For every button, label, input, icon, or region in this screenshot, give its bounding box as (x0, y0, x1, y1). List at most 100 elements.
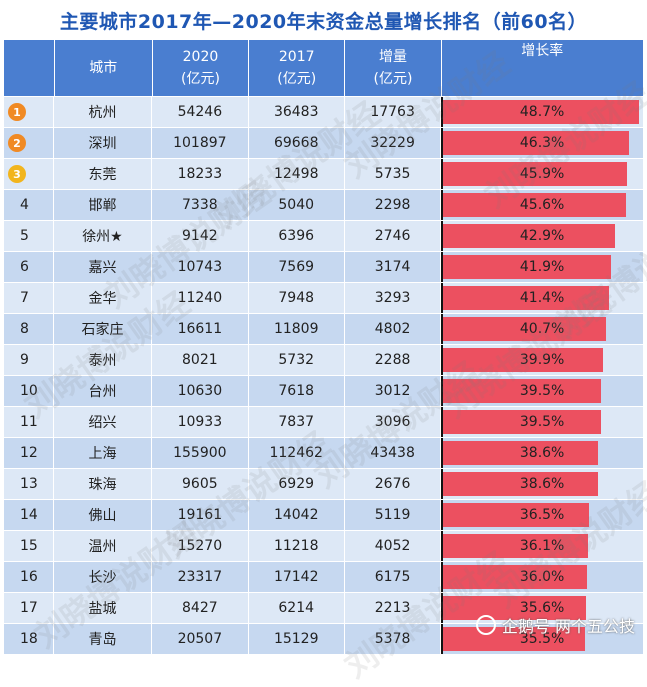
rank-number: 14 (20, 507, 38, 523)
table-row: 15 温州 15270 11218 4052 36.1% (4, 530, 643, 561)
rank-cell: 12 (4, 438, 54, 468)
increase-cell: 4052 (345, 531, 442, 561)
value-2020-cell: 11240 (152, 283, 249, 313)
rank-cell: 16 (4, 562, 54, 592)
growth-rate-label: 45.9% (519, 166, 565, 182)
header-growth: 增长率 (442, 40, 643, 96)
value-2017-cell: 12498 (249, 159, 345, 189)
rank-cell: 7 (4, 283, 54, 313)
value-2020-cell: 20507 (152, 624, 249, 654)
rank-cell: 6 (4, 252, 54, 282)
city-cell: 深圳 (54, 128, 153, 158)
city-cell: 长沙 (54, 562, 153, 592)
growth-bar (441, 596, 587, 620)
value-2020-cell: 7338 (152, 190, 249, 220)
growth-bar (441, 286, 610, 310)
growth-bar (441, 379, 602, 403)
table-row: 9 泰州 8021 5732 2288 39.9% (4, 344, 643, 375)
bar-axis-line (441, 345, 444, 375)
header-2017-unit: (亿元) (277, 71, 317, 87)
city-cell: 珠海 (54, 469, 153, 499)
increase-cell: 3293 (345, 283, 442, 313)
growth-cell: 45.9% (441, 159, 643, 189)
growth-bar (441, 534, 589, 558)
bar-axis-line (441, 562, 444, 592)
value-2020-cell: 10743 (152, 252, 249, 282)
header-increase: 增量 (亿元) (345, 40, 442, 96)
growth-cell: 38.6% (441, 438, 643, 468)
growth-bar (441, 131, 630, 155)
increase-cell: 5119 (345, 500, 442, 530)
growth-bar (441, 441, 599, 465)
table-row: 8 石家庄 16611 11809 4802 40.7% (4, 313, 643, 344)
bar-axis-line (441, 531, 444, 561)
growth-cell: 40.7% (441, 314, 643, 344)
rank-cell: 14 (4, 500, 54, 530)
growth-rate-label: 35.6% (519, 600, 565, 616)
value-2017-cell: 7837 (249, 407, 345, 437)
growth-rate-label: 42.9% (519, 228, 565, 244)
table-row: 7 金华 11240 7948 3293 41.4% (4, 282, 643, 313)
rank-cell: 9 (4, 345, 54, 375)
value-2020-cell: 155900 (152, 438, 249, 468)
rank-cell: 4 (4, 190, 54, 220)
city-cell: 东莞 (54, 159, 153, 189)
value-2017-cell: 17142 (249, 562, 345, 592)
city-cell: 嘉兴 (54, 252, 153, 282)
table-row: 11 绍兴 10933 7837 3096 39.5% (4, 406, 643, 437)
city-cell: 佛山 (54, 500, 153, 530)
page-title: 主要城市2017年—2020年末资金总量增长排名（前60名） (0, 0, 647, 40)
city-cell: 杭州 (54, 97, 153, 127)
increase-cell: 32229 (345, 128, 442, 158)
value-2017-cell: 7569 (249, 252, 345, 282)
bar-axis-line (441, 593, 444, 623)
rank-number: 13 (20, 476, 38, 492)
table-row: 12 上海 155900 112462 43438 38.6% (4, 437, 643, 468)
growth-rate-label: 41.4% (519, 290, 565, 306)
value-2020-cell: 9142 (152, 221, 249, 251)
value-2017-cell: 7618 (249, 376, 345, 406)
rank-number: 16 (20, 569, 38, 585)
value-2017-cell: 36483 (249, 97, 345, 127)
table-row: 6 嘉兴 10743 7569 3174 41.9% (4, 251, 643, 282)
value-2020-cell: 16611 (152, 314, 249, 344)
header-2020-label: 2020 (182, 49, 219, 65)
increase-cell: 2213 (345, 593, 442, 623)
table-row: 5 徐州★ 9142 6396 2746 42.9% (4, 220, 643, 251)
header-increase-unit: (亿元) (373, 71, 413, 87)
table-body: 1 杭州 54246 36483 17763 48.7% 2 深圳 101897 69668 322… (4, 96, 643, 654)
growth-cell: 35.6% (441, 593, 643, 623)
growth-bar (441, 255, 612, 279)
header-growth-label: 增长率 (521, 43, 564, 59)
rank-cell: 13 (4, 469, 54, 499)
rank-number: 8 (20, 321, 29, 337)
value-2020-cell: 10933 (152, 407, 249, 437)
growth-cell: 36.0% (441, 562, 643, 592)
growth-cell: 36.1% (441, 531, 643, 561)
table-row: 17 盐城 8427 6214 2213 35.6% (4, 592, 643, 623)
rank-cell: 10 (4, 376, 54, 406)
value-2020-cell: 15270 (152, 531, 249, 561)
bar-axis-line (441, 376, 444, 406)
growth-bar (441, 193, 627, 217)
value-2020-cell: 9605 (152, 469, 249, 499)
city-cell: 邯郸 (54, 190, 153, 220)
value-2020-cell: 54246 (152, 97, 249, 127)
city-cell: 徐州★ (54, 221, 153, 251)
rank-number: 10 (20, 383, 38, 399)
city-cell: 盐城 (54, 593, 153, 623)
value-2017-cell: 5040 (249, 190, 345, 220)
value-2017-cell: 15129 (249, 624, 345, 654)
value-2020-cell: 18233 (152, 159, 249, 189)
value-2017-cell: 6396 (249, 221, 345, 251)
value-2017-cell: 6929 (249, 469, 345, 499)
growth-rate-label: 39.5% (519, 414, 565, 430)
header-2017-label: 2017 (278, 49, 315, 65)
value-2017-cell: 11809 (249, 314, 345, 344)
rank-number: 4 (20, 197, 29, 213)
city-cell: 青岛 (54, 624, 153, 654)
increase-cell: 43438 (345, 438, 442, 468)
growth-cell: 39.9% (441, 345, 643, 375)
growth-rate-label: 45.6% (519, 197, 565, 213)
value-2017-cell: 11218 (249, 531, 345, 561)
